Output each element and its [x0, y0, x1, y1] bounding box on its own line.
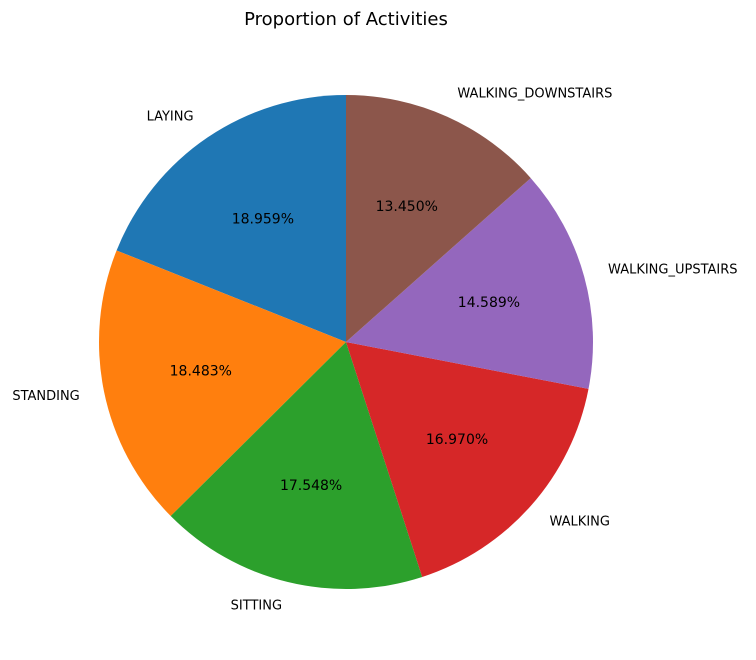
- percent-label-walking-upstairs: 14.589%: [458, 295, 520, 311]
- slice-label-walking-upstairs: WALKING_UPSTAIRS: [608, 263, 738, 278]
- pie-slice-walking-downstairs: [346, 95, 531, 342]
- pie-slice-walking: [346, 342, 589, 577]
- percent-label-sitting: 17.548%: [280, 478, 342, 494]
- pie-slice-sitting: [170, 342, 423, 590]
- percent-label-walking: 16.970%: [426, 432, 488, 448]
- pie-slice-labels: LAYING STANDING SITTING WALKING WALKING_UPST…: [12, 87, 737, 614]
- percent-label-standing: 18.483%: [170, 364, 232, 380]
- percent-label-laying: 18.959%: [232, 211, 294, 227]
- pie-slices: [98, 95, 593, 590]
- pie-slice-laying: [116, 95, 346, 342]
- percent-label-walking-downstairs: 13.450%: [376, 199, 438, 215]
- pie-percent-labels: 18.959% 18.483% 17.548% 16.970% 14.589% 13.45…: [170, 199, 520, 494]
- slice-label-standing: STANDING: [12, 389, 79, 404]
- slice-label-walking: WALKING: [550, 514, 610, 529]
- pie-slice-standing: [98, 250, 346, 517]
- slice-label-sitting: SITTING: [231, 599, 282, 614]
- slice-label-walking-downstairs: WALKING_DOWNSTAIRS: [457, 87, 612, 102]
- pie-slice-walking-upstairs: [346, 178, 593, 389]
- chart-title: Proportion of Activities: [244, 9, 448, 30]
- slice-label-laying: LAYING: [147, 110, 194, 125]
